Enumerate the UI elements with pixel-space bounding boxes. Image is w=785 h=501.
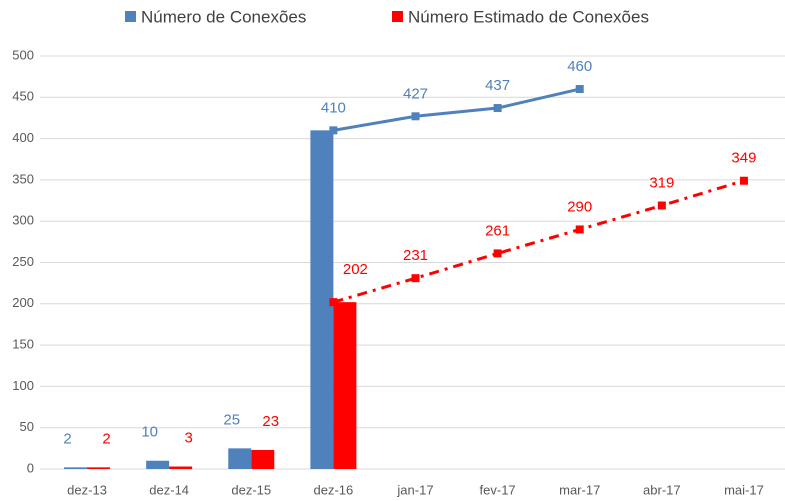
marker (657, 201, 666, 210)
y-tick-label: 450 (12, 89, 34, 104)
legend-label: Número de Conexões (141, 7, 306, 26)
y-tick-label: 500 (12, 47, 34, 62)
marker (575, 85, 584, 94)
y-tick-label: 200 (12, 295, 34, 310)
data-label: 349 (731, 150, 756, 167)
legend-label: Número Estimado de Conexões (408, 7, 649, 26)
data-label: 2 (63, 430, 71, 447)
y-tick-label: 50 (20, 419, 34, 434)
bar (64, 467, 88, 469)
data-label: 202 (343, 261, 368, 278)
y-tick-label: 100 (12, 378, 34, 393)
marker (411, 112, 420, 121)
line (333, 87, 581, 132)
marker (739, 176, 748, 185)
data-label: 2 (102, 430, 110, 447)
y-tick-label: 400 (12, 130, 34, 145)
x-tick-label: mai-17 (724, 482, 764, 497)
data-label: 261 (485, 222, 510, 239)
bar (251, 450, 275, 469)
data-label: 10 (141, 424, 158, 441)
y-tick-label: 300 (12, 213, 34, 228)
data-label: 437 (485, 77, 510, 94)
marker (493, 104, 502, 113)
marker (575, 225, 584, 234)
line (332, 179, 745, 304)
x-tick-label: abr-17 (643, 482, 681, 497)
legend-swatch (125, 11, 136, 22)
y-tick-label: 250 (12, 254, 34, 269)
data-label: 25 (223, 411, 240, 428)
x-tick-label: dez-16 (314, 482, 354, 497)
y-tick-label: 350 (12, 171, 34, 186)
y-tick-label: 0 (27, 460, 34, 475)
bar (169, 466, 193, 469)
x-tick-label: dez-15 (231, 482, 271, 497)
bar (146, 460, 170, 469)
x-tick-label: dez-13 (67, 482, 107, 497)
bar (228, 448, 252, 469)
marker (329, 126, 338, 135)
bar (310, 130, 334, 469)
data-label: 290 (567, 198, 592, 215)
data-label: 460 (567, 58, 592, 75)
data-label: 319 (649, 174, 674, 191)
x-tick-label: fev-17 (480, 482, 516, 497)
legend-swatch (392, 11, 403, 22)
marker (411, 274, 420, 283)
data-label: 3 (184, 429, 192, 446)
data-label: 427 (403, 85, 428, 102)
data-label: 410 (321, 99, 346, 116)
marker (329, 298, 338, 307)
x-tick-label: dez-14 (149, 482, 189, 497)
x-tick-label: mar-17 (559, 482, 600, 497)
data-label: 231 (403, 247, 428, 264)
x-tick-label: jan-17 (396, 482, 433, 497)
bar (87, 467, 111, 469)
data-label: 23 (262, 413, 279, 430)
marker (493, 249, 502, 258)
y-tick-label: 150 (12, 337, 34, 352)
bar (333, 302, 357, 469)
